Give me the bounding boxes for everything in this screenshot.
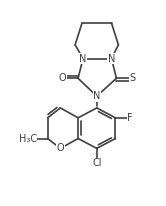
Text: N: N: [108, 54, 115, 64]
Text: N: N: [93, 91, 100, 101]
Text: S: S: [129, 73, 135, 83]
Text: F: F: [127, 113, 133, 123]
Text: N: N: [79, 54, 87, 64]
Text: H₃C: H₃C: [19, 133, 37, 144]
Text: O: O: [57, 143, 64, 153]
Text: O: O: [59, 73, 66, 83]
Text: Cl: Cl: [92, 158, 102, 168]
